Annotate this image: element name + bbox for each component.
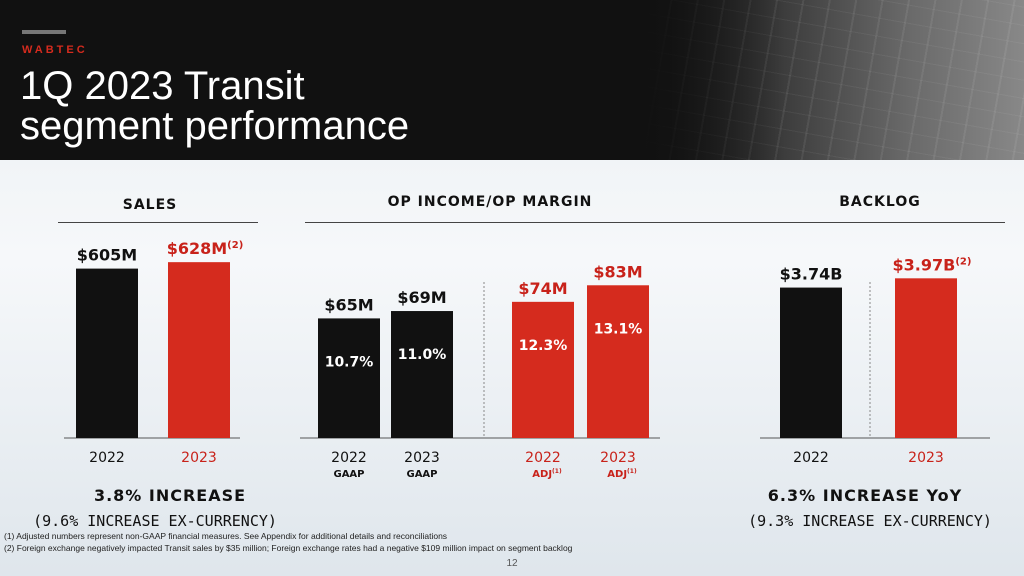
section-heading-op-income: OP INCOME/OP MARGIN xyxy=(387,194,593,210)
backlog-bar xyxy=(895,278,957,438)
section-heading-backlog: BACKLOG xyxy=(839,194,921,210)
backlog-category-label: 2023 xyxy=(908,450,944,466)
sales-value-label: $628M(2) xyxy=(167,239,244,258)
backlog-increase-text: 6.3% INCREASE YoY xyxy=(767,486,963,505)
op-bar xyxy=(391,311,453,438)
sales-ex-currency-text: (9.6% INCREASE EX-CURRENCY) xyxy=(33,512,277,530)
op-margin-label: 13.1% xyxy=(594,321,643,337)
page-number: 12 xyxy=(506,558,518,569)
sales-bar xyxy=(168,262,230,438)
page-title-line2: segment performance xyxy=(20,104,410,148)
backlog-value-label: $3.74B xyxy=(780,265,843,284)
op-value-label: $69M xyxy=(397,288,446,307)
op-margin-label: 10.7% xyxy=(325,354,374,370)
op-category-label: 2023 xyxy=(404,450,440,466)
backlog-ex-currency-text: (9.3% INCREASE EX-CURRENCY) xyxy=(748,512,992,530)
op-category-sublabel: GAAP xyxy=(406,469,437,480)
brand-logo: WABTEC xyxy=(22,44,88,56)
page-title: 1Q 2023 Transit segment performance xyxy=(20,66,409,146)
op-bar xyxy=(512,301,574,438)
accent-bar xyxy=(22,30,66,34)
op-category-sublabel: ADJ(1) xyxy=(532,468,562,480)
op-bar xyxy=(318,318,380,438)
op-value-label: $74M xyxy=(518,279,567,298)
op-category-label: 2022 xyxy=(331,450,367,466)
sales-increase-text: 3.8% INCREASE xyxy=(93,486,247,505)
sales-bar xyxy=(76,268,138,438)
header-photo xyxy=(644,0,1024,160)
op-category-sublabel: GAAP xyxy=(333,469,364,480)
op-value-label: $83M xyxy=(593,262,642,281)
backlog-bar xyxy=(780,287,842,438)
footnote-1: (1) Adjusted numbers represent non-GAAP … xyxy=(4,531,448,541)
op-category-sublabel: ADJ(1) xyxy=(607,468,637,480)
op-bar xyxy=(587,285,649,438)
sales-category-label: 2023 xyxy=(181,450,217,466)
op-value-label: $65M xyxy=(324,295,373,314)
backlog-value-label: $3.97B(2) xyxy=(893,255,972,274)
header-banner: WABTEC 1Q 2023 Transit segment performan… xyxy=(0,0,1024,160)
section-heading-sales: SALES xyxy=(122,197,178,213)
op-margin-label: 12.3% xyxy=(519,338,568,354)
section-rule-main xyxy=(305,222,1005,223)
op-category-label: 2022 xyxy=(525,450,561,466)
backlog-category-label: 2022 xyxy=(793,450,829,466)
page-title-line1: 1Q 2023 Transit xyxy=(20,64,305,108)
op-margin-label: 11.0% xyxy=(398,347,447,363)
footnote-2: (2) Foreign exchange negatively impacted… xyxy=(4,543,573,553)
section-rule-sales xyxy=(58,222,258,223)
sales-value-label: $605M xyxy=(77,246,137,265)
sales-category-label: 2022 xyxy=(89,450,125,466)
op-category-label: 2023 xyxy=(600,450,636,466)
